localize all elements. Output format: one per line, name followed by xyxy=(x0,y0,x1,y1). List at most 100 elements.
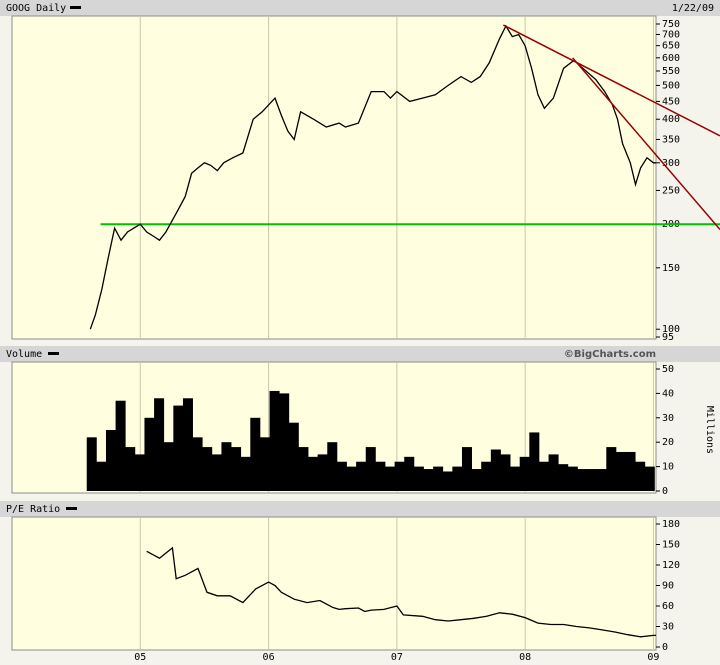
plot-area xyxy=(11,516,657,651)
volume-bar xyxy=(538,461,549,491)
y-tick-label: 450 xyxy=(662,96,680,107)
x-tick-label: 05 xyxy=(134,652,146,663)
volume-bar xyxy=(125,447,136,491)
volume-bar xyxy=(154,398,165,491)
volume-bar xyxy=(587,469,598,491)
y-tick-label: 30 xyxy=(662,622,674,633)
y-tick-label: 120 xyxy=(662,560,680,571)
volume-bar xyxy=(327,442,338,491)
volume-bar xyxy=(356,461,367,491)
y-tick-label: 350 xyxy=(662,134,680,145)
volume-bar xyxy=(596,469,607,491)
volume-bar xyxy=(471,469,482,491)
x-tick-label: 07 xyxy=(391,652,403,663)
volume-bar xyxy=(413,466,424,491)
trend-line xyxy=(572,57,720,230)
volume-bar xyxy=(163,442,174,491)
volume-bar xyxy=(510,466,521,491)
chart-date: 1/22/09 xyxy=(672,3,714,14)
y-tick-label: 0 xyxy=(662,486,668,497)
volume-bar xyxy=(317,454,328,491)
volume-bar xyxy=(461,447,472,491)
volume-bar xyxy=(519,456,530,491)
volume-bar xyxy=(644,466,655,491)
volume-bar xyxy=(231,447,242,491)
legend-icon xyxy=(48,352,59,355)
volume-bar xyxy=(423,469,434,491)
volume-bar xyxy=(202,447,213,491)
panel-header xyxy=(0,0,720,16)
volume-bar xyxy=(105,430,116,491)
volume-bar xyxy=(558,464,569,491)
volume-bar xyxy=(384,466,396,491)
volume-bar xyxy=(298,447,309,491)
volume-bar xyxy=(490,449,501,491)
y-tick-label: 50 xyxy=(662,364,674,375)
volume-bar xyxy=(548,454,559,491)
y-tick-label: 650 xyxy=(662,41,680,52)
volume-bar xyxy=(481,461,492,491)
x-tick-label: 08 xyxy=(519,652,531,663)
volume-bar xyxy=(394,461,405,491)
y-tick-label: 20 xyxy=(662,437,674,448)
y-tick-label: 600 xyxy=(662,53,680,64)
volume-bar xyxy=(221,442,232,491)
y-tick-label: 10 xyxy=(662,462,674,473)
volume-bar xyxy=(625,451,636,491)
legend-icon xyxy=(70,6,81,9)
y-tick-label: 750 xyxy=(662,19,680,30)
panel-header xyxy=(0,501,720,517)
volume-bar xyxy=(115,400,126,491)
volume-bar xyxy=(529,432,540,491)
legend-icon xyxy=(66,507,77,510)
y-tick-label: 150 xyxy=(662,263,680,274)
volume-bar xyxy=(134,454,145,491)
volume-bar xyxy=(567,466,578,491)
volume-bar xyxy=(635,461,646,491)
y-tick-label: 500 xyxy=(662,80,680,91)
volume-bar xyxy=(250,417,261,491)
y-tick-label: 150 xyxy=(662,540,680,551)
volume-bar xyxy=(269,390,280,491)
volume-bar xyxy=(375,461,386,491)
volume-bar xyxy=(365,447,376,491)
volume-bar xyxy=(452,466,463,491)
volume-bar xyxy=(404,456,415,491)
panel-title: Volume xyxy=(6,349,42,360)
volume-bar xyxy=(96,461,107,491)
x-tick-label: 09 xyxy=(647,652,659,663)
volume-bar xyxy=(577,469,588,491)
y-tick-label: 0 xyxy=(662,642,668,653)
volume-bar xyxy=(173,405,184,491)
volume-bar xyxy=(144,417,155,491)
y-tick-label: 40 xyxy=(662,388,674,399)
volume-bar xyxy=(615,451,626,491)
volume-bar xyxy=(442,471,453,491)
volume-bar xyxy=(433,466,444,491)
volume-bar xyxy=(192,437,203,491)
y-tick-label: 300 xyxy=(662,158,680,169)
y-tick-label: 60 xyxy=(662,601,674,612)
source-credit: ©BigCharts.com xyxy=(564,349,656,360)
volume-bar xyxy=(336,461,347,491)
x-tick-label: 06 xyxy=(263,652,275,663)
price-line xyxy=(146,546,656,638)
panel-title: P/E Ratio xyxy=(6,504,60,515)
y-tick-label: 400 xyxy=(662,114,680,125)
volume-bar xyxy=(279,393,290,491)
volume-bar xyxy=(86,437,97,491)
volume-bar xyxy=(346,466,357,491)
volume-bar xyxy=(500,454,511,491)
y-tick-label: 250 xyxy=(662,185,680,196)
y-tick-label: 30 xyxy=(662,413,674,424)
volume-bar xyxy=(240,456,251,491)
volume-bar xyxy=(288,422,299,491)
y-tick-label: 550 xyxy=(662,66,680,77)
trend-line xyxy=(502,24,720,137)
y-tick-label: 95 xyxy=(662,332,674,343)
volume-bar xyxy=(211,454,222,491)
chart-title: GOOG Daily xyxy=(6,3,66,14)
volume-bar xyxy=(308,456,319,491)
y-tick-label: 90 xyxy=(662,581,674,592)
